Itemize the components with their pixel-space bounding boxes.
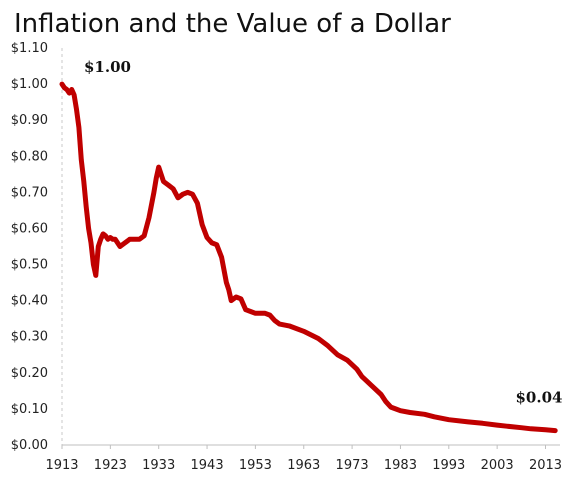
- x-tick-label: 2003: [481, 458, 514, 473]
- y-tick-label: $0.30: [11, 330, 48, 345]
- y-tick-label: $0.20: [11, 366, 48, 381]
- y-tick-label: $1.00: [11, 77, 48, 92]
- x-tick-label: 1963: [287, 458, 320, 473]
- y-tick-label: $0.50: [11, 258, 48, 273]
- y-tick-label: $0.90: [11, 113, 48, 128]
- y-tick-label: $0.70: [11, 185, 48, 200]
- y-tick-label: $0.00: [11, 438, 48, 453]
- y-tick-label: $0.40: [11, 294, 48, 309]
- x-tick-label: 1983: [384, 458, 417, 473]
- y-tick-label: $0.10: [11, 402, 48, 417]
- x-tick-label: 1993: [432, 458, 465, 473]
- x-tick-label: 2013: [529, 458, 562, 473]
- x-axis: 1913 1923 1933 1943 1953 1963 1973 1983 1993 2003…: [45, 444, 562, 473]
- y-axis: $0.00 $0.10 $0.20 $0.30 $0.40 $0.50 $0.60 $0.70…: [11, 41, 63, 453]
- y-tick-label: $0.60: [11, 221, 48, 236]
- y-tick-label: $0.80: [11, 149, 48, 164]
- x-tick-label: 1953: [239, 458, 272, 473]
- y-tick-label: $1.10: [11, 41, 48, 56]
- x-tick-label: 1923: [94, 458, 127, 473]
- x-tick-label: 1933: [142, 458, 175, 473]
- annotation-layer: $1.00 $0.04: [84, 58, 562, 406]
- x-tick-label: 1913: [45, 458, 78, 473]
- x-tick-label: 1943: [191, 458, 224, 473]
- value-annotation: $1.00: [84, 58, 131, 76]
- value-annotation: $0.04: [515, 389, 562, 407]
- dollar-value-line: [59, 81, 558, 434]
- chart-title: Inflation and the Value of a Dollar: [14, 9, 451, 39]
- x-tick-label: 1973: [336, 458, 369, 473]
- series-layer: [59, 81, 558, 434]
